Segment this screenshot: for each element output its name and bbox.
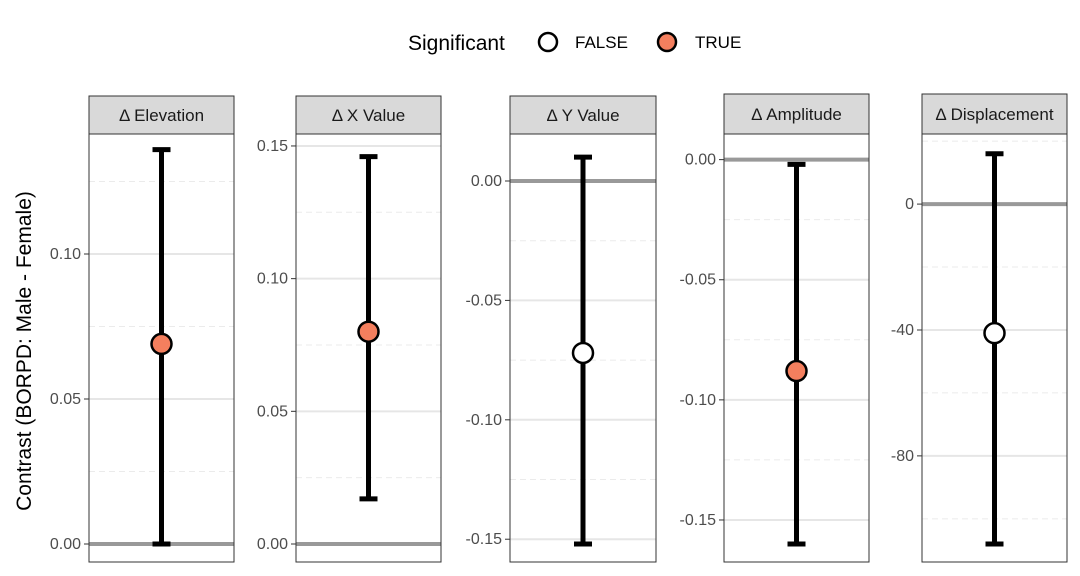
strip-header xyxy=(723,93,870,135)
point-estimate xyxy=(785,359,808,383)
y-tick-label: 0.10 xyxy=(257,271,288,288)
y-tick-label: 0.00 xyxy=(257,536,288,553)
panel-3: 0.00 -0.05 -0.10 -0.15 Δ Y Value xyxy=(466,95,657,563)
legend-label-true: TRUE xyxy=(695,33,741,52)
y-tick-label: 0 xyxy=(905,196,914,213)
panel-4: 0.00 -0.05 -0.10 -0.15 Δ Amplitude xyxy=(680,93,870,563)
strip-header xyxy=(509,95,657,135)
y-tick-label: 0.15 xyxy=(257,138,288,155)
strip-title: Δ X Value xyxy=(332,106,405,125)
legend-label-false: FALSE xyxy=(575,33,628,52)
y-tick-label: -40 xyxy=(891,322,914,339)
point-estimate xyxy=(983,321,1006,345)
y-tick-label: -0.15 xyxy=(680,512,717,529)
strip-title: Δ Y Value xyxy=(546,106,619,125)
strip-header xyxy=(921,93,1068,135)
y-tick-label: 0.00 xyxy=(685,152,716,169)
panels: 0.00 0.05 0.10 Δ Elevation 0.00 0.05 0.10 0.15 Δ… xyxy=(50,93,1068,563)
legend: Significant FALSE TRUE xyxy=(408,31,741,55)
strip-title: Δ Elevation xyxy=(119,106,204,125)
legend-key-false xyxy=(537,31,559,53)
strip-header xyxy=(295,95,442,135)
strip-title: Δ Displacement xyxy=(935,105,1053,124)
panel-5: 0 -40 -80 Δ Displacement xyxy=(891,93,1068,563)
panel-2: 0.00 0.05 0.10 0.15 Δ X Value xyxy=(257,95,442,563)
y-tick-label: -0.05 xyxy=(680,272,717,289)
y-tick-label: -0.10 xyxy=(680,392,717,409)
strip-title: Δ Amplitude xyxy=(751,105,842,124)
point-estimate xyxy=(571,341,595,365)
y-tick-label: -0.15 xyxy=(466,531,503,548)
y-tick-label: 0.05 xyxy=(257,403,288,420)
y-tick-label: -0.10 xyxy=(466,412,503,429)
point-estimate xyxy=(357,320,380,343)
legend-title: Significant xyxy=(408,32,505,55)
y-tick-label: 0.05 xyxy=(50,391,81,408)
strip-header xyxy=(88,95,235,135)
y-axis-label: Contrast (BORPD: Male - Female) xyxy=(13,191,36,511)
panel-1: 0.00 0.05 0.10 Δ Elevation xyxy=(50,95,235,563)
y-tick-label: 0.00 xyxy=(50,536,81,553)
y-tick-label: 0.10 xyxy=(50,246,81,263)
point-estimate xyxy=(150,332,173,356)
legend-key-true xyxy=(656,31,678,53)
y-tick-label: 0.00 xyxy=(471,173,502,190)
y-tick-label: -80 xyxy=(891,448,914,465)
y-tick-label: -0.05 xyxy=(466,292,503,309)
